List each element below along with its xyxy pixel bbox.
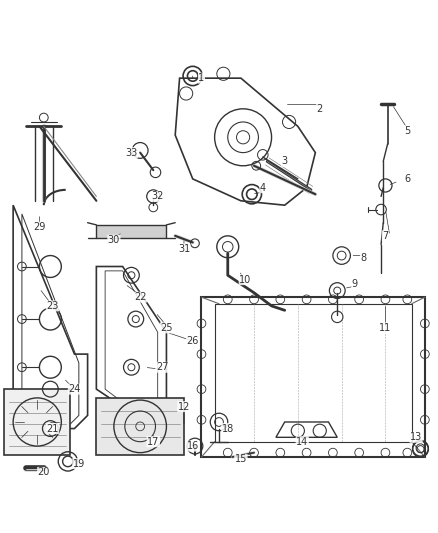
Text: 18: 18 — [222, 424, 234, 433]
Text: 17: 17 — [147, 437, 159, 447]
Text: 6: 6 — [404, 174, 410, 184]
Polygon shape — [4, 389, 70, 455]
Text: 14: 14 — [296, 437, 308, 447]
Text: 3: 3 — [282, 156, 288, 166]
Text: 10: 10 — [239, 274, 251, 285]
Text: 19: 19 — [73, 458, 85, 469]
Text: 31: 31 — [178, 244, 190, 254]
Polygon shape — [96, 225, 166, 238]
Text: 30: 30 — [108, 235, 120, 245]
Text: 5: 5 — [404, 126, 410, 136]
Text: 20: 20 — [38, 467, 50, 478]
Text: 29: 29 — [33, 222, 46, 232]
Text: 12: 12 — [178, 402, 190, 411]
Text: 23: 23 — [46, 301, 59, 311]
Text: 9: 9 — [352, 279, 358, 289]
Text: 24: 24 — [68, 384, 81, 394]
Text: 4: 4 — [260, 183, 266, 192]
Text: 26: 26 — [187, 336, 199, 346]
Text: 8: 8 — [360, 253, 367, 263]
Text: 15: 15 — [235, 454, 247, 464]
Text: 27: 27 — [156, 362, 168, 372]
Text: 21: 21 — [46, 424, 59, 433]
Text: 25: 25 — [160, 323, 173, 333]
Polygon shape — [96, 398, 184, 455]
Text: 7: 7 — [382, 231, 389, 241]
Text: 22: 22 — [134, 292, 146, 302]
Text: 33: 33 — [125, 148, 138, 158]
Text: 1: 1 — [198, 73, 205, 83]
Text: 16: 16 — [187, 441, 199, 451]
Text: 13: 13 — [410, 432, 422, 442]
Text: 11: 11 — [379, 323, 392, 333]
Text: 32: 32 — [152, 191, 164, 201]
Text: 2: 2 — [317, 104, 323, 114]
